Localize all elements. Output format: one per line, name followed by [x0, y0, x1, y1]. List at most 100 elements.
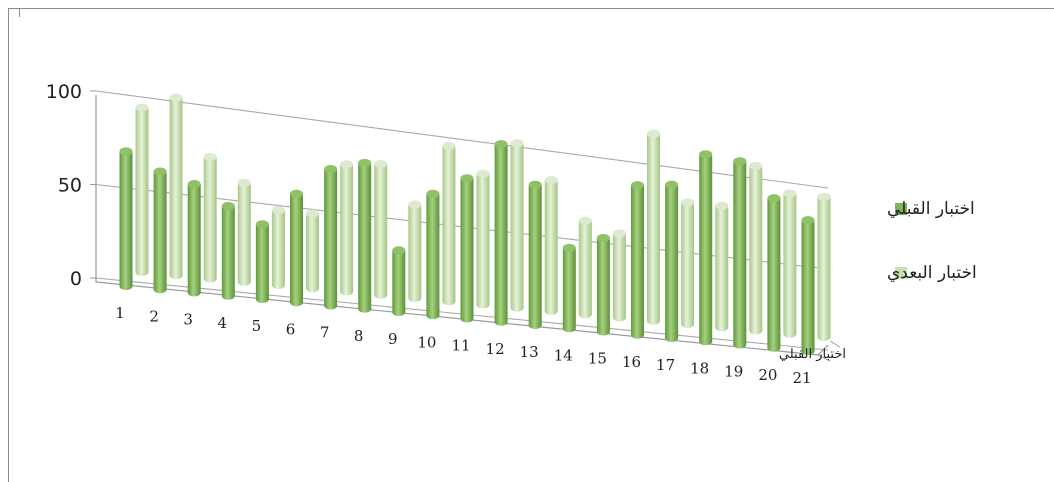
bar-post: [510, 139, 524, 312]
bar-pre: [733, 157, 747, 349]
bar-post: [749, 161, 763, 335]
bar-post-top: [817, 192, 831, 201]
x-tick-label: 4: [218, 314, 228, 332]
bar-pre-body: [426, 193, 440, 316]
bar-pre-base: [426, 311, 440, 320]
x-tick-label: 18: [690, 359, 709, 377]
bar-post-top: [476, 169, 490, 178]
bar-pre-body: [358, 162, 372, 309]
bar-post-top: [203, 152, 217, 161]
bar-pre: [119, 147, 133, 290]
bar-post-body: [340, 164, 354, 292]
bar-pre-body: [221, 205, 235, 296]
x-tick-label: 9: [388, 330, 398, 348]
bar-pre: [290, 189, 303, 307]
bar-post-base: [306, 284, 319, 293]
bar-pre-top: [221, 201, 235, 210]
bar-pre-top: [733, 157, 747, 166]
legend-item-post: اختبار البعدي: [887, 263, 977, 283]
bar-pre-body: [119, 151, 133, 286]
bar-post: [169, 93, 183, 280]
bar-post-body: [578, 220, 592, 315]
bar-pre-body: [733, 161, 747, 345]
bar-post-base: [169, 271, 183, 280]
x-tick-label: 3: [183, 311, 193, 329]
bar-post-top: [306, 209, 319, 218]
bar-pre-base: [665, 334, 679, 342]
bar-pre-base: [631, 330, 644, 339]
bar-pre-body: [255, 224, 269, 299]
bar-pre-top: [290, 189, 303, 198]
x-tick-label: 12: [486, 340, 505, 358]
x-tick-label: 5: [252, 317, 262, 335]
bar-pre-base: [767, 343, 781, 352]
bar-post-base: [612, 313, 626, 322]
bar-pre-body: [460, 178, 474, 319]
bar-post-body: [271, 210, 285, 285]
bar-pre-body: [596, 238, 610, 332]
x-tick-label: 21: [792, 369, 811, 387]
bar-post: [476, 169, 490, 309]
bar-post-top: [271, 206, 285, 215]
bar-pre: [562, 243, 576, 333]
bar-pre-base: [801, 347, 815, 355]
bar-post: [544, 176, 558, 315]
bar-post: [647, 129, 660, 325]
bar-pre: [153, 167, 167, 294]
x-tick-label: 2: [149, 307, 159, 325]
bar-post-top: [374, 159, 388, 168]
bar-post-body: [715, 205, 729, 328]
x-tick-label: 1: [115, 304, 125, 322]
x-tick-label: 7: [320, 324, 330, 342]
bar-pre-base: [733, 340, 747, 349]
bar-pre-top: [596, 234, 610, 242]
bar-pre-top: [699, 150, 713, 159]
bar-post-top: [647, 129, 660, 138]
bar-pre: [528, 180, 542, 329]
bar-post-base: [476, 300, 490, 309]
bar-pre-top: [153, 167, 167, 176]
bar-post-body: [783, 193, 797, 334]
bar-pre-top: [392, 246, 406, 255]
bar-post-top: [510, 139, 524, 148]
bar-pre-base: [562, 324, 576, 333]
bar-post-top: [544, 176, 558, 185]
bar-post-top: [783, 189, 797, 198]
bar-pre-body: [187, 184, 201, 293]
bar-pre-top: [562, 243, 576, 252]
x-tick-label: 14: [554, 346, 573, 364]
bar-pre-base: [528, 321, 542, 329]
bar-pre: [460, 174, 474, 323]
x-tick-label: 20: [758, 366, 777, 384]
bar-post-body: [817, 196, 831, 337]
legend-swatch-pre: [895, 203, 907, 215]
depth-axis-label: اختبار القبلي: [779, 347, 846, 362]
bar-pre-top: [119, 147, 133, 156]
bar-post-base: [374, 290, 388, 299]
x-tick-label: 16: [622, 353, 641, 371]
bar-pre: [767, 194, 781, 352]
bar-pre-base: [119, 282, 133, 290]
bar-post: [408, 200, 422, 302]
bar-post-base: [578, 310, 592, 319]
bar-pre: [255, 220, 269, 303]
bar-pre-body: [290, 193, 303, 303]
bar-post-body: [544, 180, 558, 311]
bar-post-base: [271, 281, 285, 289]
x-axis-ticks: 1 2 3 4 5 6 7 8 9 10 11 12 13 14 15 16 17 18 19 20 21: [115, 304, 811, 387]
x-tick-label: 11: [451, 337, 470, 355]
bar-post: [306, 209, 319, 293]
bar-pre-base: [324, 301, 338, 310]
bar-post: [271, 206, 285, 289]
bar-post-body: [647, 133, 660, 321]
bar-pre-top: [767, 194, 781, 203]
bar-post-top: [340, 160, 354, 169]
bar-post-base: [783, 329, 797, 338]
x-tick-label: 15: [588, 350, 607, 368]
bar-post-top: [715, 201, 729, 210]
bar-pre: [221, 201, 235, 300]
bar-pre-top: [324, 164, 338, 173]
bar-pre-top: [187, 180, 201, 189]
bar-pre-body: [392, 250, 406, 312]
